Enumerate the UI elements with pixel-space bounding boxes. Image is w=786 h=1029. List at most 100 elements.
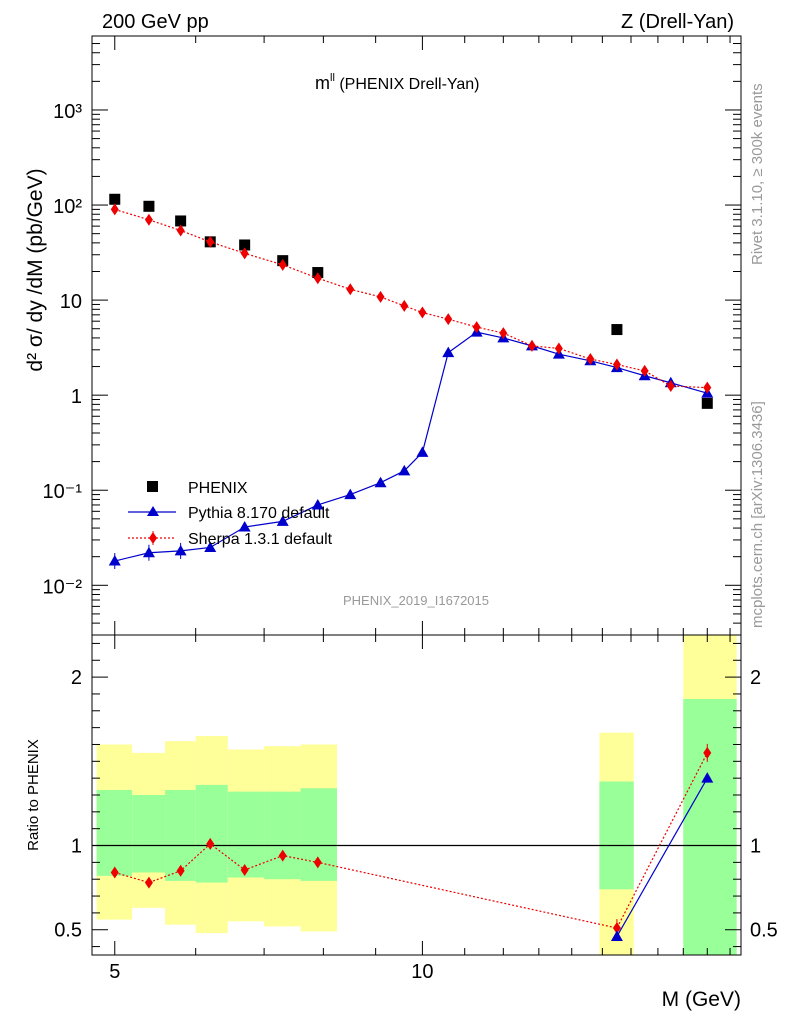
main-point — [143, 200, 155, 212]
main-y-tick-label: 10² — [53, 196, 82, 218]
main-point — [206, 235, 215, 248]
main-point — [554, 342, 563, 355]
ratio-y-tick-label-left: 2 — [71, 667, 82, 689]
main-point — [276, 515, 289, 526]
ratio-point — [610, 930, 623, 941]
legend-label-phenix: PHENIX — [188, 480, 248, 497]
main-point — [110, 203, 119, 216]
main-point — [109, 193, 121, 205]
legend-item-sherpa: Sherpa 1.3.1 default — [128, 531, 333, 548]
main-point — [144, 213, 153, 226]
main-point — [344, 488, 357, 500]
main-point — [701, 397, 713, 409]
legend-label-sherpa: Sherpa 1.3.1 default — [188, 531, 333, 548]
main-point — [240, 247, 249, 260]
ratio-y-tick-label-right: 2 — [750, 667, 761, 689]
main-point — [398, 464, 411, 476]
main-point — [238, 521, 251, 532]
ratio-point — [313, 856, 322, 869]
mcplots-label: mcplots.cern.ch [arXiv:1306.3436] — [749, 401, 766, 628]
ratio-series-line — [616, 777, 708, 937]
ratio-panel-ticks: 5 10 0.5 0.5 1 1 2 2 — [54, 635, 778, 983]
main-y-tick-label: 1 — [71, 386, 82, 408]
ratio-point — [701, 772, 714, 783]
legend-item-pythia: Pythia 8.170 default — [128, 505, 330, 522]
main-point — [527, 339, 536, 352]
main-point — [472, 321, 481, 334]
main-point — [612, 358, 621, 371]
ratio-panel-bands — [96, 635, 737, 955]
diamond-icon — [149, 532, 157, 544]
ratio-point — [278, 849, 287, 862]
rivet-version-label: Rivet 3.1.10, ≥ 300k events — [749, 83, 766, 265]
main-point — [444, 313, 453, 326]
ratio-y-tick-label-right: 0.5 — [750, 920, 778, 942]
main-point — [278, 258, 287, 271]
ratio-point — [176, 864, 185, 877]
main-y-tick-label: 10⁻² — [43, 576, 83, 598]
ratio-y-tick-label-left: 1 — [71, 836, 82, 858]
header-left: 200 GeV pp — [102, 11, 209, 33]
main-point — [311, 498, 324, 510]
main-point — [442, 346, 455, 358]
main-point — [313, 272, 322, 285]
main-point — [204, 541, 217, 552]
ratio-point — [110, 866, 119, 879]
main-y-tick-label: 10⁻¹ — [43, 481, 83, 503]
ratio-band-inner — [300, 788, 338, 881]
ratio-band-inner — [227, 791, 265, 878]
main-point — [586, 353, 595, 366]
ratio-y-axis-label: Ratio to PHENIX — [25, 739, 42, 851]
main-point — [142, 546, 155, 558]
main-point — [346, 283, 355, 296]
main-point — [416, 446, 429, 457]
ratio-point — [612, 922, 621, 935]
legend: PHENIX Pythia 8.170 default Sherpa 1.3.1… — [128, 480, 333, 548]
plot-title-rest: (PHENIX Drell-Yan) — [335, 76, 480, 93]
main-point — [374, 476, 387, 488]
ratio-point — [240, 863, 249, 876]
main-point — [640, 364, 649, 377]
ratio-band-inner — [96, 789, 133, 876]
ratio-y-tick-label-right: 1 — [750, 836, 761, 858]
main-point — [108, 555, 121, 566]
main-point — [174, 544, 187, 556]
main-point — [418, 306, 427, 319]
main-point — [376, 290, 385, 303]
main-point — [666, 379, 675, 392]
main-panel-series — [108, 193, 714, 570]
triangle-icon — [147, 506, 159, 516]
analysis-tag: PHENIX_2019_I1672015 — [343, 593, 489, 608]
main-y-axis-label: d² σ/ dy /dM (pb/GeV) — [24, 168, 47, 371]
ratio-point — [703, 746, 712, 759]
main-panel-ticks: 10⁻² 10⁻¹ 1 10 10² 10³ — [43, 35, 741, 636]
plot-title-superscript: ll — [330, 72, 335, 84]
ratio-panel-series — [110, 743, 714, 941]
plot-title-main: m — [315, 73, 330, 93]
legend-item-phenix: PHENIX — [147, 480, 248, 497]
ratio-y-tick-label-left: 0.5 — [54, 920, 82, 942]
header-right: Z (Drell-Yan) — [621, 11, 734, 33]
main-point — [611, 324, 623, 336]
x-tick-label: 5 — [109, 961, 120, 983]
ratio-band-inner — [683, 699, 737, 955]
ratio-point — [206, 837, 215, 850]
main-point — [703, 381, 712, 394]
main-point — [400, 299, 409, 312]
main-point — [176, 224, 185, 237]
ratio-point — [144, 876, 153, 889]
legend-label-pythia: Pythia 8.170 default — [188, 505, 330, 522]
main-y-tick-label: 10 — [60, 291, 82, 313]
square-icon — [147, 481, 158, 492]
main-point — [239, 239, 251, 251]
ratio-band-inner — [195, 784, 228, 883]
ratio-band-inner — [132, 795, 166, 873]
main-point — [499, 327, 508, 340]
ratio-band-inner — [599, 781, 634, 890]
ratio-band-inner — [264, 791, 301, 880]
plot-title: mll (PHENIX Drell-Yan) — [315, 72, 480, 93]
main-point — [175, 215, 187, 227]
main-y-tick-label: 10³ — [53, 101, 82, 123]
